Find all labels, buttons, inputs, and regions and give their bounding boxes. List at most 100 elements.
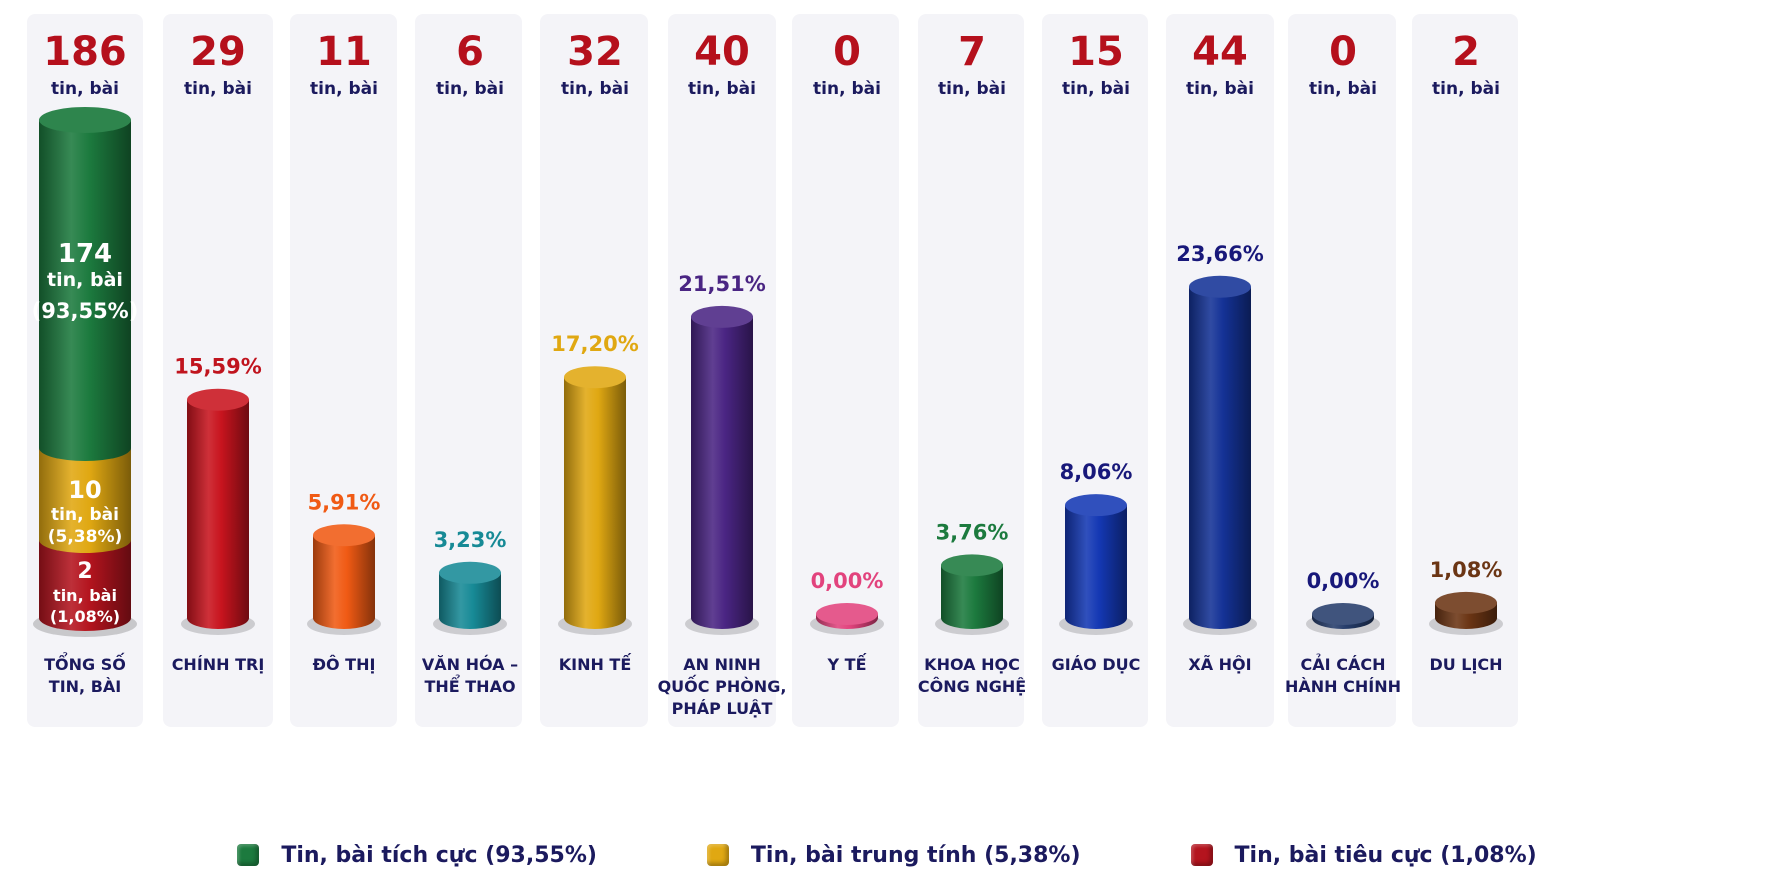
bar-9 bbox=[1189, 286, 1251, 618]
bar-bottom-5 bbox=[691, 607, 753, 629]
bar-top-7 bbox=[941, 554, 1003, 577]
bar-top-9 bbox=[1189, 275, 1251, 298]
bar-2 bbox=[313, 535, 375, 618]
bar-bottom-11 bbox=[1435, 607, 1497, 629]
bar-top-8 bbox=[1065, 494, 1127, 517]
count-label-2: 11 bbox=[316, 29, 372, 75]
category-label-1-0: CHÍNH TRỊ bbox=[172, 655, 265, 674]
legend: Tin, bài tích cực (93,55%) Tin, bài trun… bbox=[0, 830, 1774, 880]
count-unit-1: tin, bài bbox=[184, 79, 252, 99]
count-unit-9: tin, bài bbox=[1186, 79, 1254, 99]
legend-label-negative: Tin, bài tiêu cực (1,08%) bbox=[1234, 842, 1537, 868]
bar-top-4 bbox=[564, 366, 626, 389]
count-unit-0: tin, bài bbox=[51, 79, 119, 99]
count-label-9: 44 bbox=[1192, 29, 1248, 75]
category-label-5-1: QUỐC PHÒNG, bbox=[658, 675, 787, 696]
total-segment-value-0: 174 bbox=[58, 239, 112, 269]
legend-item-neutral: Tin, bài trung tính (5,38%) bbox=[706, 842, 1081, 868]
count-unit-4: tin, bài bbox=[561, 79, 629, 99]
percent-label-11: 1,08% bbox=[1430, 558, 1503, 582]
bar-bottom-4 bbox=[564, 607, 626, 629]
legend-label-neutral: Tin, bài trung tính (5,38%) bbox=[750, 842, 1081, 868]
percent-label-10: 0,00% bbox=[1307, 569, 1380, 593]
category-label-8-0: GIÁO DỤC bbox=[1052, 655, 1141, 674]
count-unit-10: tin, bài bbox=[1309, 79, 1377, 99]
count-label-7: 7 bbox=[958, 29, 986, 75]
category-label-6-0: Y TẾ bbox=[827, 653, 867, 674]
category-label-7-1: CÔNG NGHỆ bbox=[918, 676, 1026, 696]
count-unit-7: tin, bài bbox=[938, 79, 1006, 99]
total-segment-percent-1: (5,38%) bbox=[48, 527, 123, 547]
total-segment-percent-2: (1,08%) bbox=[50, 607, 120, 626]
percent-label-3: 3,23% bbox=[434, 528, 507, 552]
bar-top-6 bbox=[816, 603, 878, 625]
count-label-1: 29 bbox=[190, 29, 246, 75]
count-label-11: 2 bbox=[1452, 29, 1480, 75]
bar-top-11 bbox=[1435, 591, 1497, 614]
total-segment-unit-1: tin, bài bbox=[51, 505, 119, 525]
total-segment-unit-2: tin, bài bbox=[53, 586, 117, 605]
percent-label-4: 17,20% bbox=[551, 332, 638, 356]
column-panel-6 bbox=[792, 14, 899, 727]
bar-top-1 bbox=[187, 388, 249, 411]
total-bar-segment-0 bbox=[39, 120, 131, 448]
legend-swatch-negative bbox=[1190, 844, 1213, 866]
legend-item-positive: Tin, bài tích cực (93,55%) bbox=[237, 843, 597, 868]
count-label-10: 0 bbox=[1329, 29, 1357, 75]
column-panel-3 bbox=[415, 14, 522, 727]
count-unit-3: tin, bài bbox=[436, 79, 504, 99]
category-label-5-0: AN NINH bbox=[683, 655, 760, 674]
count-unit-11: tin, bài bbox=[1432, 79, 1500, 99]
total-segment-percent-0: (93,55%) bbox=[32, 299, 139, 323]
legend-swatch-neutral bbox=[706, 844, 729, 866]
total-bar-segment-bottom-2 bbox=[39, 605, 131, 631]
percent-label-5: 21,51% bbox=[678, 272, 765, 296]
percent-label-8: 8,06% bbox=[1060, 460, 1133, 484]
column-panel-10 bbox=[1288, 14, 1396, 727]
category-label-5-2: PHÁP LUẬT bbox=[672, 698, 773, 718]
count-unit-5: tin, bài bbox=[688, 79, 756, 99]
bar-bottom-8 bbox=[1065, 607, 1127, 629]
bar-bottom-1 bbox=[187, 607, 249, 629]
total-bar-segment-bottom-1 bbox=[39, 527, 131, 553]
percent-label-1: 15,59% bbox=[174, 355, 261, 379]
count-unit-8: tin, bài bbox=[1062, 79, 1130, 99]
bar-4 bbox=[564, 377, 626, 618]
count-label-0: 186 bbox=[43, 29, 127, 75]
category-label-3-0: VĂN HÓA – bbox=[422, 655, 518, 674]
total-segment-unit-0: tin, bài bbox=[47, 269, 123, 291]
percent-label-2: 5,91% bbox=[308, 490, 381, 514]
category-label-4-0: KINH TẾ bbox=[559, 653, 632, 674]
count-label-8: 15 bbox=[1068, 29, 1124, 75]
count-unit-6: tin, bài bbox=[813, 79, 881, 99]
category-label-0-0: TỔNG SỐ bbox=[44, 652, 126, 674]
count-label-3: 6 bbox=[456, 29, 484, 75]
category-label-3-1: THỂ THAO bbox=[424, 674, 515, 696]
legend-item-negative: Tin, bài tiêu cực (1,08%) bbox=[1190, 842, 1537, 868]
bar-8 bbox=[1065, 505, 1127, 618]
percent-label-7: 3,76% bbox=[936, 520, 1009, 544]
bar-top-10 bbox=[1312, 603, 1374, 625]
bar-bottom-9 bbox=[1189, 607, 1251, 629]
total-bar-segment-bottom-0 bbox=[39, 435, 131, 461]
percent-label-9: 23,66% bbox=[1176, 242, 1263, 266]
count-label-4: 32 bbox=[567, 29, 623, 75]
count-unit-2: tin, bài bbox=[310, 79, 378, 99]
bar-5 bbox=[691, 316, 753, 618]
total-segment-value-1: 10 bbox=[68, 476, 101, 504]
category-label-7-0: KHOA HỌC bbox=[924, 655, 1020, 674]
category-label-0-1: TIN, BÀI bbox=[49, 677, 121, 696]
category-label-2-0: ĐÔ THỊ bbox=[313, 655, 376, 674]
category-label-9-0: XÃ HỘI bbox=[1188, 654, 1251, 674]
bar-bottom-2 bbox=[313, 607, 375, 629]
total-bar-top bbox=[39, 107, 131, 133]
total-bar-segment-1 bbox=[39, 448, 131, 540]
column-panel-11 bbox=[1412, 14, 1518, 727]
bar-top-5 bbox=[691, 305, 753, 328]
category-label-10-1: HÀNH CHÍNH bbox=[1285, 677, 1401, 696]
bar-1 bbox=[187, 399, 249, 618]
legend-swatch-positive bbox=[237, 844, 260, 866]
bar-bottom-3 bbox=[439, 607, 501, 629]
count-label-5: 40 bbox=[694, 29, 750, 75]
bar-top-3 bbox=[439, 561, 501, 584]
